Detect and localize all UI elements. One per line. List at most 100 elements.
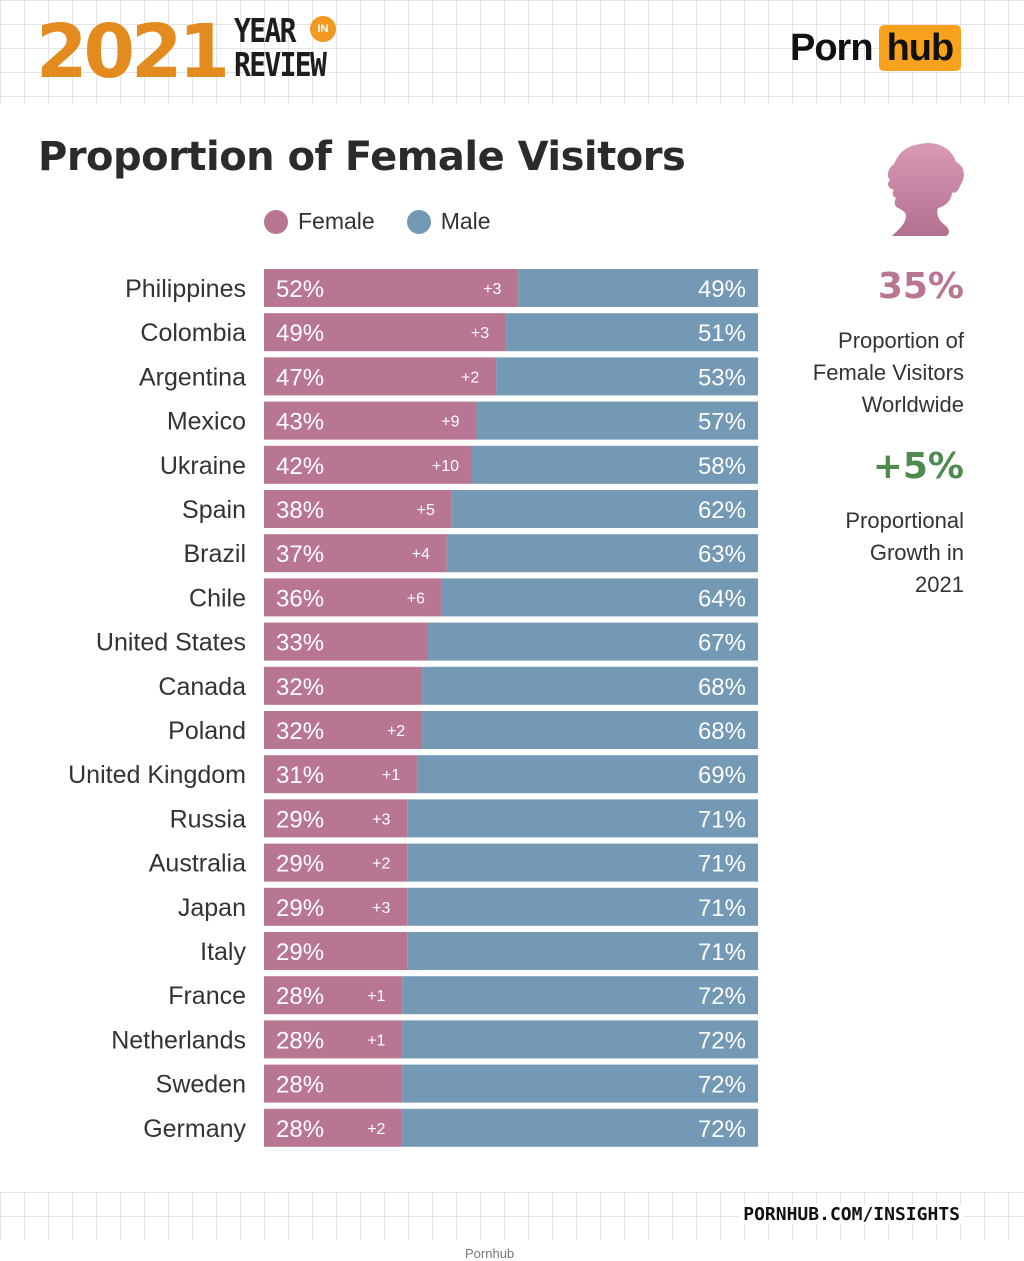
change-label: +1 xyxy=(367,1032,385,1049)
male-value-label: 53% xyxy=(698,364,746,391)
country-label: Netherlands xyxy=(111,1026,246,1054)
country-label: Australia xyxy=(149,850,246,878)
female-value-label: 38% xyxy=(276,497,324,524)
change-label: +3 xyxy=(483,281,501,298)
growth-caption: Proportional Growth in 2021 xyxy=(845,505,964,601)
male-bar xyxy=(407,799,758,838)
male-bar xyxy=(476,401,758,440)
legend-label-male: Male xyxy=(440,208,491,234)
country-label: Italy xyxy=(200,938,246,966)
male-bar xyxy=(427,622,758,661)
country-label: Poland xyxy=(168,717,246,745)
female-value-label: 43% xyxy=(276,409,324,436)
logo-part-1: Porn xyxy=(790,26,874,69)
female-value-label: 31% xyxy=(276,762,324,789)
country-label: United States xyxy=(96,629,246,657)
male-bar xyxy=(422,666,758,705)
female-bar xyxy=(264,666,423,705)
change-label: +2 xyxy=(387,723,405,740)
country-label: Argentina xyxy=(139,363,246,391)
change-label: +1 xyxy=(367,988,385,1005)
male-value-label: 57% xyxy=(698,409,746,436)
male-value-label: 49% xyxy=(698,276,746,303)
male-value-label: 71% xyxy=(698,895,746,922)
worldwide-stat: 35% Proportion of Female Visitors Worldw… xyxy=(813,266,964,421)
male-bar xyxy=(402,1064,758,1103)
female-bar xyxy=(264,269,519,307)
brand-logo: Porn hub xyxy=(790,24,962,72)
male-value-label: 72% xyxy=(698,983,746,1010)
caption-line: Worldwide xyxy=(861,392,964,417)
chart-legend: Female Male xyxy=(264,208,523,235)
country-label: Ukraine xyxy=(160,452,246,480)
bar-chart: Philippines 52% 49% +3 Colombia 49% 51% +3 Argen… xyxy=(68,269,758,1147)
country-label: Brazil xyxy=(183,540,246,568)
male-value-label: 67% xyxy=(698,630,746,657)
caption-line: Growth in xyxy=(869,540,964,565)
male-value-label: 72% xyxy=(698,1072,746,1099)
growth-stat: +5% Proportional Growth in 2021 xyxy=(845,446,964,601)
male-value-label: 64% xyxy=(698,585,746,612)
country-label: United Kingdom xyxy=(68,761,246,789)
female-value-label: 32% xyxy=(276,718,324,745)
male-bar xyxy=(417,755,758,794)
female-bar xyxy=(264,932,408,970)
female-bar xyxy=(264,1108,403,1147)
legend-item-female: Female xyxy=(264,208,375,235)
female-value-label: 47% xyxy=(276,364,324,391)
female-bar xyxy=(264,887,408,926)
male-bar xyxy=(451,490,758,528)
male-bar xyxy=(407,932,758,970)
male-value-label: 62% xyxy=(698,497,746,524)
change-label: +2 xyxy=(367,1121,385,1138)
worldwide-caption: Proportion of Female Visitors Worldwide xyxy=(813,325,964,421)
female-value-label: 37% xyxy=(276,541,324,568)
female-bar xyxy=(264,622,428,661)
footer-url: PORNHUB.COM/INSIGHTS xyxy=(739,1204,964,1225)
female-value-label: 28% xyxy=(276,1072,324,1099)
logo-part-2: hub xyxy=(878,25,962,71)
legend-swatch-female xyxy=(264,209,288,234)
female-bar xyxy=(264,711,423,749)
female-bar xyxy=(264,1064,403,1103)
caption-line: Proportion of xyxy=(838,328,964,353)
header-grid-band xyxy=(0,0,1024,104)
legend-item-male: Male xyxy=(406,208,491,235)
male-bar xyxy=(402,1020,758,1059)
chart-title: Proportion of Female Visitors xyxy=(38,134,686,180)
change-label: +3 xyxy=(471,325,489,342)
female-value-label: 33% xyxy=(276,630,324,657)
male-bar xyxy=(446,534,758,573)
change-label: +9 xyxy=(441,414,459,431)
male-value-label: 71% xyxy=(698,939,746,966)
male-value-label: 69% xyxy=(698,762,746,789)
male-bar xyxy=(407,887,758,926)
female-value-label: 49% xyxy=(276,320,324,347)
male-bar xyxy=(506,313,758,352)
change-label: +2 xyxy=(372,856,390,873)
year-word: YEAR xyxy=(234,11,296,50)
country-label: Philippines xyxy=(125,275,246,303)
legend-label-female: Female xyxy=(298,208,375,234)
change-label: +4 xyxy=(412,546,430,563)
male-bar xyxy=(518,269,758,307)
male-value-label: 68% xyxy=(698,674,746,701)
change-label: +1 xyxy=(382,767,400,784)
worldwide-percent: 35% xyxy=(877,266,964,307)
female-value-label: 29% xyxy=(276,895,324,922)
female-bar xyxy=(264,578,442,617)
male-value-label: 58% xyxy=(698,453,746,480)
in-badge: IN xyxy=(310,16,336,42)
female-bar xyxy=(264,490,452,528)
female-bar xyxy=(264,976,403,1015)
country-label: Japan xyxy=(178,894,246,922)
female-value-label: 29% xyxy=(276,806,324,833)
female-bar xyxy=(264,313,507,352)
caption-line: Proportional xyxy=(845,508,964,533)
male-value-label: 71% xyxy=(698,851,746,878)
review-word: REVIEW xyxy=(234,45,327,84)
change-label: +6 xyxy=(407,590,425,607)
female-bar xyxy=(264,755,418,794)
male-bar xyxy=(407,843,758,882)
female-bar xyxy=(264,534,447,573)
